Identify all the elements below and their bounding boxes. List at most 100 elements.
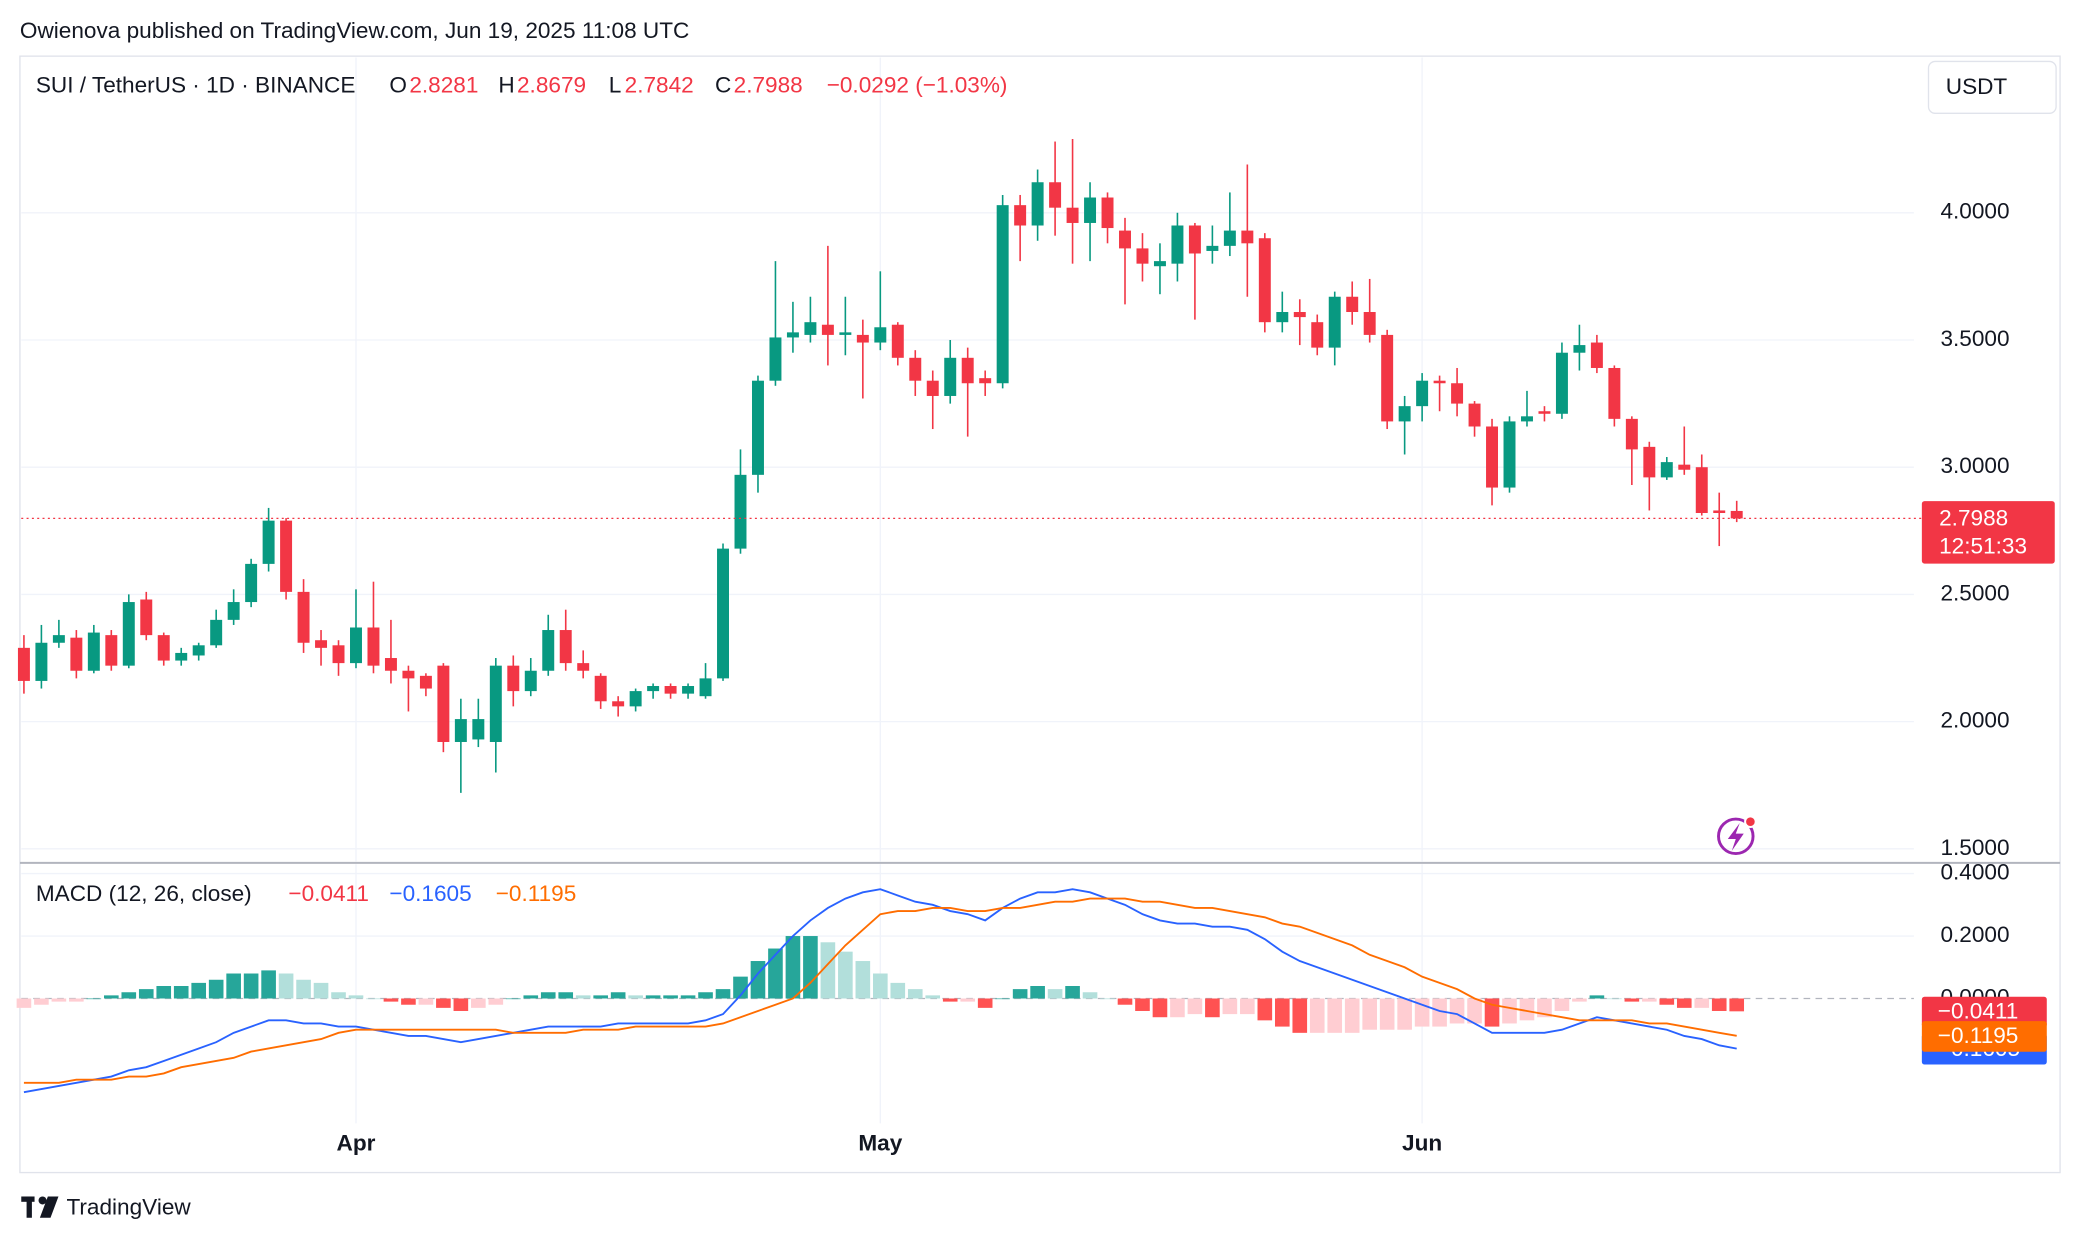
histogram-bar: [401, 998, 416, 1005]
histogram-bar: [977, 998, 993, 1008]
candle-body: [1206, 245, 1219, 251]
histogram-bar: [331, 992, 346, 999]
histogram-bar: [890, 982, 906, 999]
candle-body: [1573, 345, 1586, 353]
histogram-bar: [34, 998, 49, 1005]
legend-value: −0.1605: [389, 881, 471, 906]
histogram-bar: [104, 995, 119, 999]
candle-body: [664, 686, 677, 694]
histogram-bar: [1170, 998, 1185, 1018]
y-tick-label: 0.2000: [1940, 922, 2009, 947]
logo-mark: [26, 1196, 32, 1218]
candle-body: [944, 357, 957, 396]
histogram-bar: [1327, 998, 1343, 1033]
candle-body: [1136, 248, 1149, 264]
candle-body: [1346, 296, 1359, 313]
histogram-bar: [348, 995, 364, 999]
candle-body: [1625, 418, 1638, 450]
candle-body: [454, 719, 467, 742]
histogram-bar: [1274, 998, 1290, 1027]
histogram-bar: [51, 998, 67, 1002]
histogram-bar: [488, 998, 504, 1005]
legend-title: MACD (12, 26, close): [36, 881, 252, 906]
histogram-bar: [1379, 998, 1395, 1030]
alert-icon-dot[interactable]: [1744, 815, 1757, 829]
candle-body: [1328, 296, 1341, 348]
histogram-bar: [1065, 986, 1080, 999]
histogram-bar: [1047, 989, 1063, 999]
histogram-bar: [1589, 995, 1605, 999]
histogram-bar: [995, 998, 1010, 1000]
histogram-bar: [628, 995, 643, 999]
candle-body: [1538, 411, 1551, 414]
candle-body: [105, 635, 118, 666]
candle-body: [210, 619, 223, 646]
histogram-bar: [1676, 998, 1692, 1008]
currency-button[interactable]: [1927, 60, 2057, 114]
candle-body: [926, 380, 939, 396]
logo: [21, 1196, 59, 1218]
candle-body: [227, 602, 240, 620]
candle-body: [1171, 225, 1184, 264]
histogram-bar: [226, 973, 241, 999]
macd-line: [23, 897, 1737, 1084]
histogram-bar: [243, 973, 259, 999]
histogram-bar: [838, 951, 853, 999]
logo-text: TradingView: [66, 1194, 191, 1219]
histogram-bar: [1344, 998, 1360, 1033]
histogram-bar: [1030, 986, 1045, 999]
candle-body: [1258, 238, 1271, 323]
currency-label[interactable]: USDT: [1946, 74, 2008, 99]
histogram-bar: [820, 942, 836, 999]
candle-body: [804, 322, 817, 335]
histogram-bar: [1222, 998, 1238, 1015]
candle-body: [1188, 225, 1201, 254]
macd-line: [23, 888, 1737, 1094]
histogram-bar: [593, 995, 608, 999]
histogram-bar: [1711, 998, 1727, 1011]
alert-icon-ring[interactable]: [1717, 817, 1755, 856]
legend-ohlc-value: 2.8679: [517, 73, 586, 98]
y-tick-label: 3.0000: [1940, 453, 2009, 478]
candle-body: [821, 324, 834, 335]
legend-ohlc-letter: H: [498, 73, 514, 98]
histogram-bar: [191, 982, 207, 999]
histogram-bar: [505, 998, 521, 1000]
candle-body: [367, 627, 380, 666]
candle-body: [1084, 197, 1097, 223]
histogram-bar: [768, 948, 783, 999]
logo-mark: [39, 1196, 59, 1218]
histogram-bar: [960, 998, 976, 1002]
histogram-bar: [715, 989, 731, 999]
histogram-bar: [1309, 998, 1325, 1033]
histogram-bar: [1572, 998, 1587, 1002]
axis-value-label: −0.1195: [1938, 1023, 2019, 1048]
candle-body: [350, 627, 362, 664]
histogram-bar: [1135, 998, 1150, 1011]
histogram-bar: [173, 986, 189, 999]
alert-icon-bolt[interactable]: [1727, 823, 1744, 851]
candle-body: [874, 327, 887, 343]
candle-body: [507, 665, 520, 692]
candle-body: [734, 474, 747, 549]
candle-body: [577, 663, 590, 671]
candle-body: [35, 642, 48, 681]
alert-icon[interactable]: [1717, 815, 1757, 856]
candle-body: [1293, 312, 1306, 318]
histogram-bar: [1205, 998, 1220, 1018]
x-tick-label: Jun: [1402, 1131, 1442, 1156]
candle-body: [786, 332, 799, 338]
candle-body: [909, 357, 922, 381]
histogram-bar: [873, 973, 888, 999]
histogram-bar: [156, 986, 172, 999]
candle-body: [1398, 406, 1411, 422]
histogram-bar: [942, 998, 958, 1002]
histogram-bar: [907, 989, 923, 999]
histogram-bar: [383, 998, 399, 1002]
histogram-bar: [313, 982, 329, 999]
histogram-bar: [1432, 998, 1447, 1027]
candle-body: [52, 635, 65, 643]
candle-body: [1451, 383, 1464, 404]
